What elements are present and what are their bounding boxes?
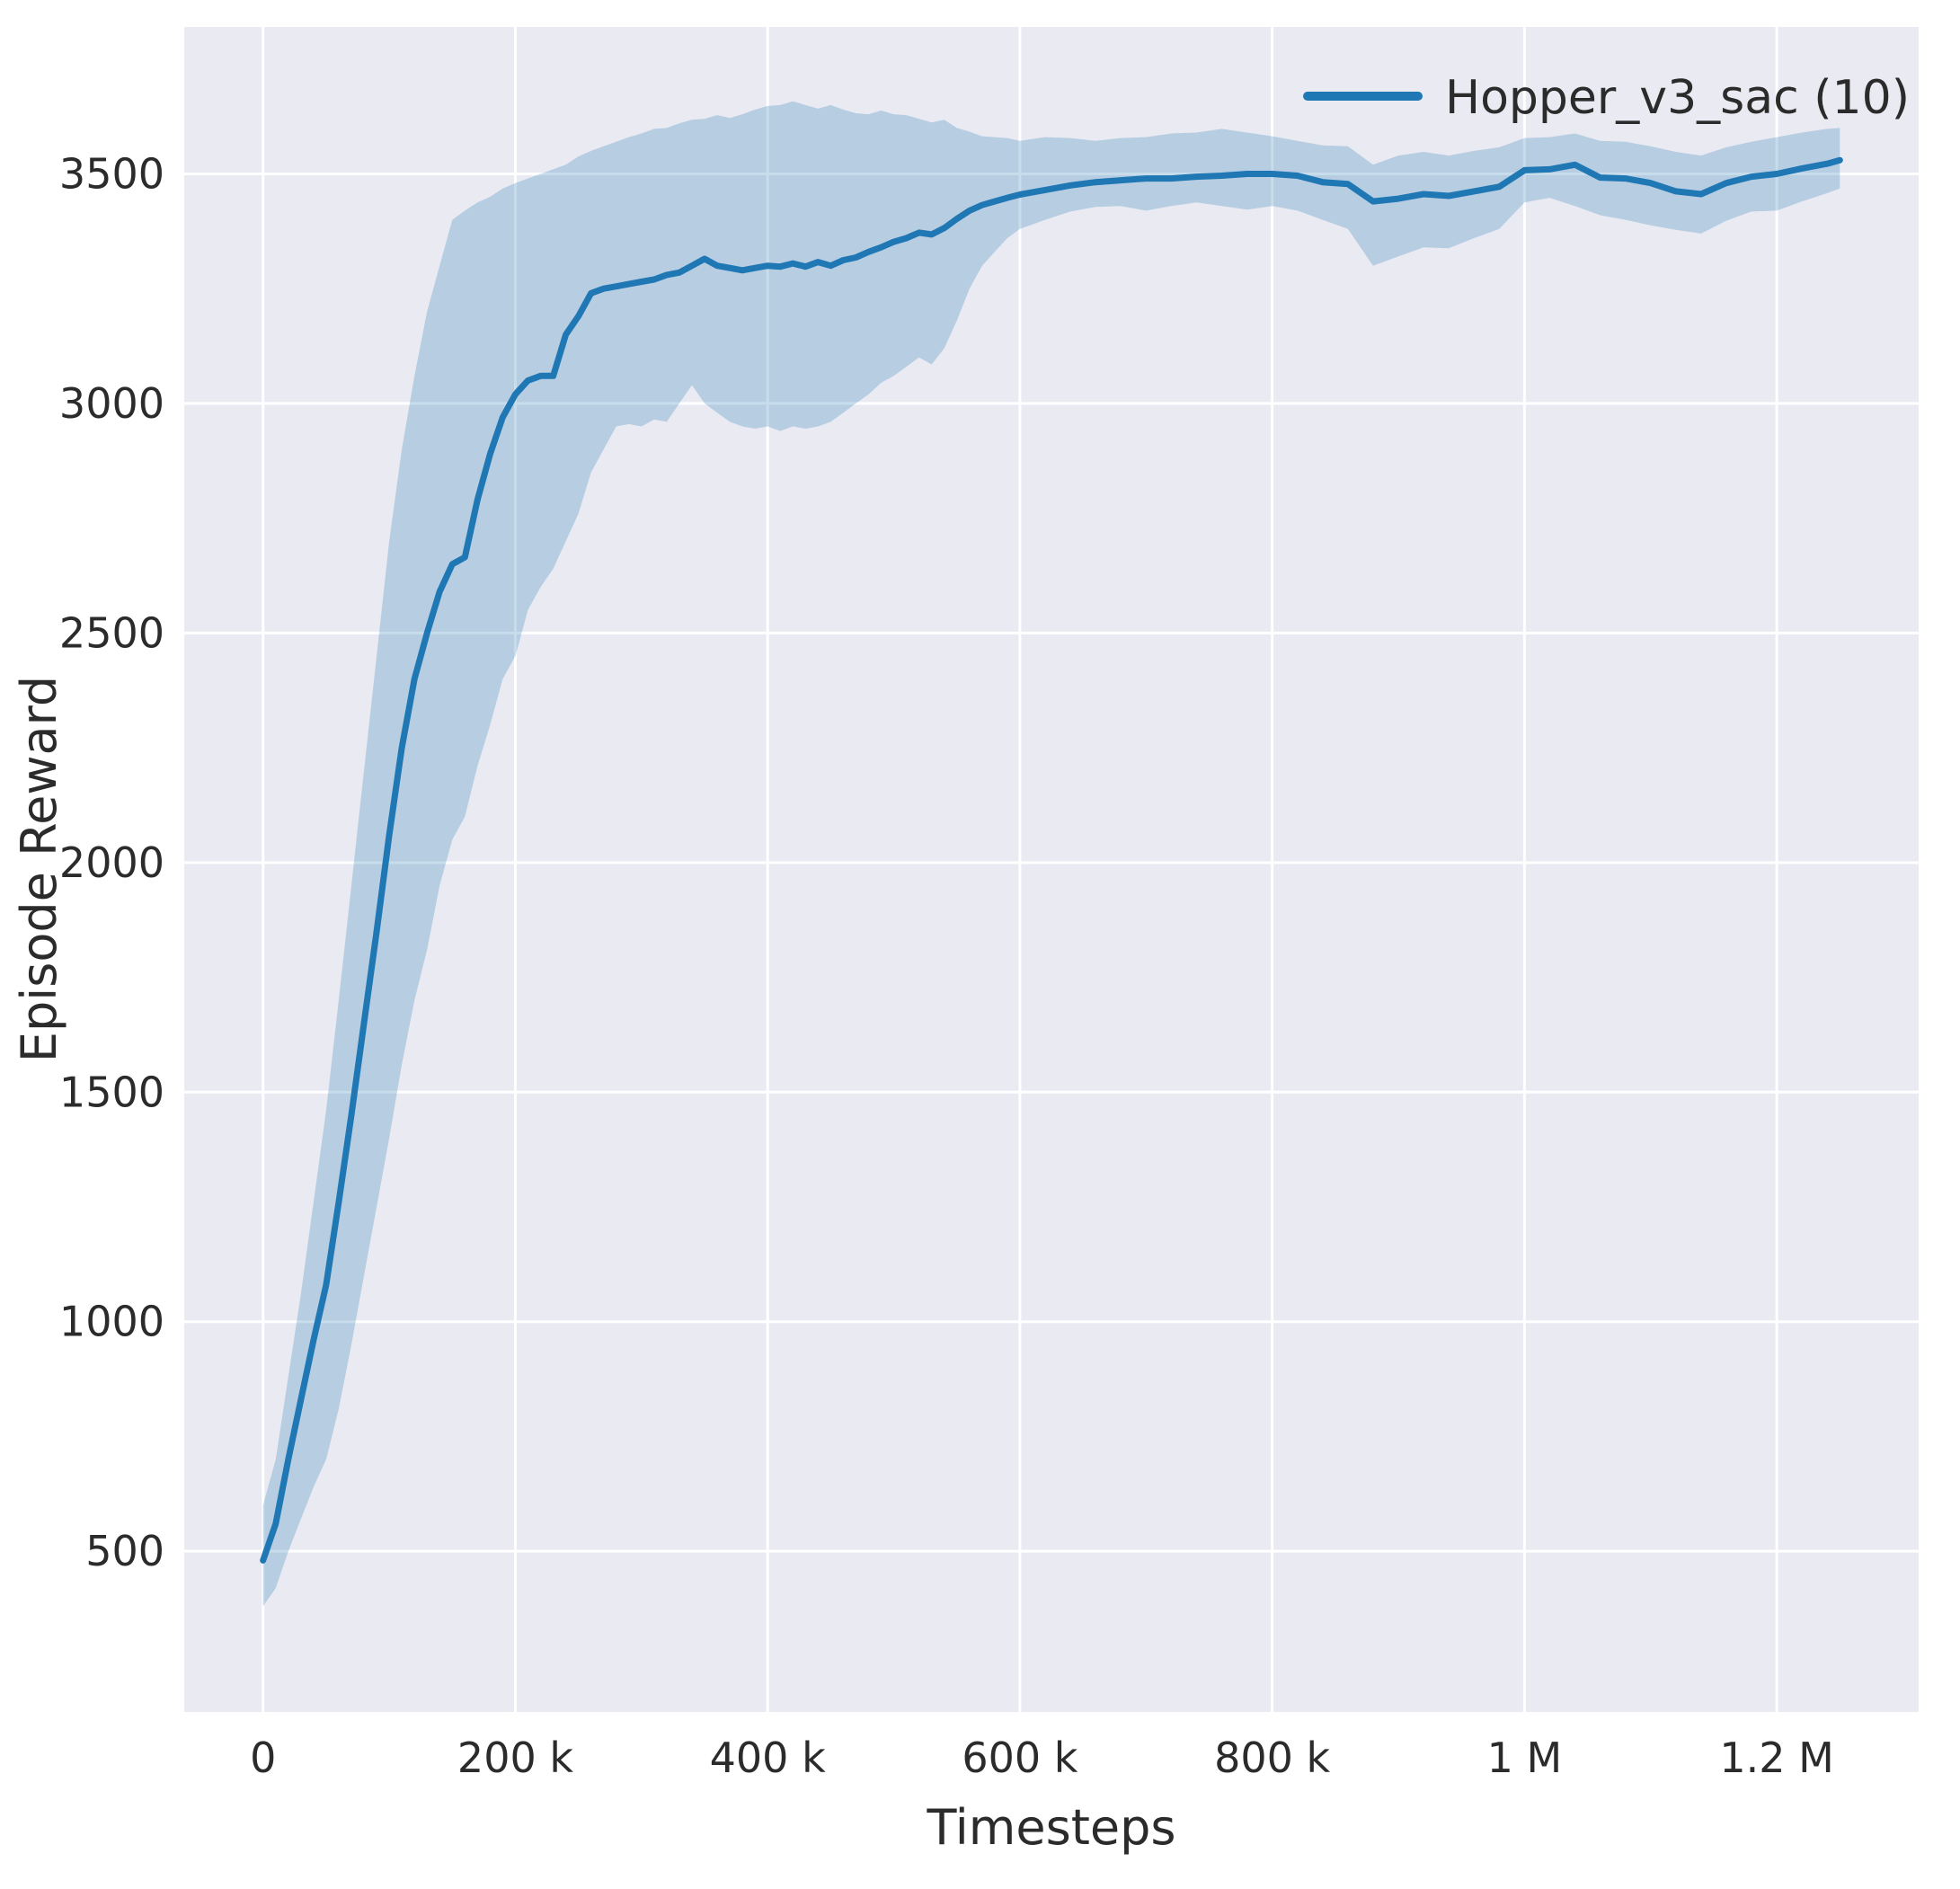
x-tick-labels: 0 200 k 400 k 600 k 800 k 1 M 1.2 M: [250, 1734, 1834, 1782]
x-axis-label: Timesteps: [926, 1799, 1175, 1856]
y-tick-label: 3000: [59, 379, 164, 428]
legend: Hopper_v3_sac (10): [1303, 71, 1910, 125]
y-tick-label: 500: [85, 1527, 164, 1575]
x-tick-label: 1 M: [1487, 1734, 1563, 1782]
y-tick-label: 3500: [59, 149, 164, 198]
y-tick-label: 1000: [59, 1298, 164, 1346]
y-axis-label: Episode Reward: [11, 676, 67, 1062]
mean-line: [260, 156, 1843, 1564]
y-tick-label: 2000: [59, 838, 164, 887]
x-tick-label: 1.2 M: [1719, 1734, 1833, 1782]
mean-line-layer: [260, 156, 1843, 1564]
x-tick-label: 200 k: [457, 1734, 573, 1782]
y-tick-label: 1500: [59, 1068, 164, 1116]
y-tick-label: 2500: [59, 608, 164, 657]
y-tick-labels: 500 1000 1500 2000 2500 3000 3500: [59, 149, 164, 1575]
x-tick-label: 400 k: [710, 1734, 826, 1782]
plot-background: [184, 27, 1919, 1712]
x-tick-label: 600 k: [962, 1734, 1078, 1782]
grid-layer: [184, 27, 1919, 1712]
x-tick-label: 800 k: [1214, 1734, 1330, 1782]
legend-label: Hopper_v3_sac (10): [1445, 71, 1910, 125]
x-tick-label: 0: [250, 1734, 276, 1782]
